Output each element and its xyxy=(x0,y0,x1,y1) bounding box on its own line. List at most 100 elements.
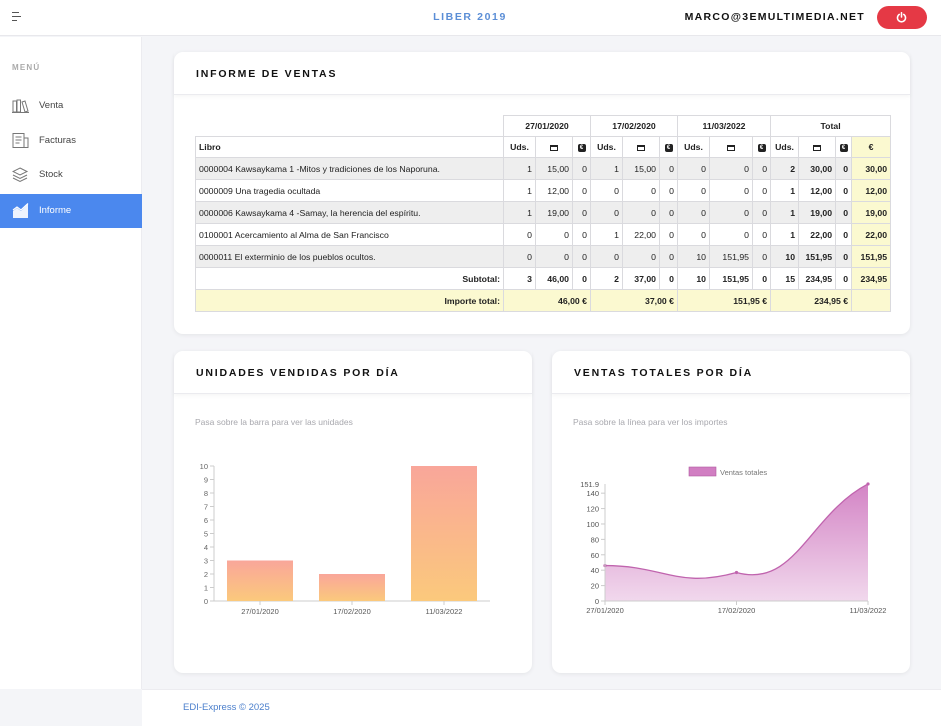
logout-button[interactable] xyxy=(877,6,927,29)
sidebar-item-facturas[interactable]: Facturas xyxy=(0,124,142,158)
total-cell: 151,95 xyxy=(798,245,837,268)
total-cell: 0 xyxy=(835,245,853,268)
value-cell: 1 xyxy=(503,201,536,224)
subtotal-total-cell: 234,95 xyxy=(798,267,837,290)
sales-chart-card: VENTAS TOTALES POR DÍA Pasa sobre la lín… xyxy=(552,351,910,673)
card-header: VENTAS TOTALES POR DÍA xyxy=(552,351,910,394)
y-tick-label: 151.9 xyxy=(580,480,599,489)
bar xyxy=(227,560,293,601)
empty-cell xyxy=(851,289,892,312)
y-tick-label: 0 xyxy=(204,597,208,606)
y-tick-label: 6 xyxy=(204,516,208,525)
value-cell: 0 xyxy=(709,157,753,180)
card-header: INFORME DE VENTAS xyxy=(174,52,910,95)
total-cell: 10 xyxy=(770,245,800,268)
units-bar-chart[interactable]: 0 1 2 3 4 5 6 7 8 9 10 27/01/2020 17/02/2020 11/03/20… xyxy=(174,451,532,626)
subtotal-row: Subtotal: 3 46,00 0 2 37,00 0 10 151,95 0 15 234,95… xyxy=(195,267,892,290)
layers-icon xyxy=(12,167,29,183)
sales-area-chart[interactable]: Ventas totales 151.9 0 20 40 60 80 100 120 140 27/… xyxy=(552,459,910,626)
total-cell: 12,00 xyxy=(851,179,892,202)
subtotal-cell: 0 xyxy=(572,267,591,290)
date-header: 27/01/2020 xyxy=(503,115,591,137)
value-cell: 0 xyxy=(659,201,678,224)
subtotal-cell: 2 xyxy=(590,267,623,290)
sidebar-item-label: Facturas xyxy=(39,135,76,146)
subtotal-cell: 0 xyxy=(659,267,678,290)
date-header: 17/02/2020 xyxy=(590,115,678,137)
value-cell: 12,00 xyxy=(535,179,573,202)
y-tick-label: 120 xyxy=(586,505,599,514)
value-cell: 0 xyxy=(535,223,573,246)
value-cell: 0 xyxy=(709,201,753,224)
x-tick-label: 17/02/2020 xyxy=(718,606,756,615)
sidebar-item-informe[interactable]: Informe xyxy=(0,194,142,228)
x-tick-label: 27/01/2020 xyxy=(586,606,624,615)
book-header: Libro xyxy=(195,136,504,158)
subtotal-total-cell: 0 xyxy=(835,267,853,290)
y-tick-label: 10 xyxy=(200,462,208,471)
value-cell: 0 xyxy=(751,201,772,224)
y-tick-label: 2 xyxy=(204,570,208,579)
sales-table: 27/01/2020 17/02/2020 11/03/2022 Total L… xyxy=(195,115,892,312)
card-icon xyxy=(550,144,558,151)
value-cell: 0 xyxy=(677,223,710,246)
value-cell: 151,95 xyxy=(709,245,753,268)
sidebar-item-stock[interactable]: Stock xyxy=(0,158,142,192)
card-icon xyxy=(813,144,822,151)
chart-hint: Pasa sobre la línea para ver los importe… xyxy=(573,417,728,427)
legend-label: Ventas totales xyxy=(720,468,767,477)
total-cell: 0 xyxy=(835,179,853,202)
value-cell: 0 xyxy=(659,179,678,202)
import-total-cell: 151,95 € xyxy=(676,289,772,312)
value-cell: 0 xyxy=(677,179,710,202)
table-header-row: 27/01/2020 17/02/2020 11/03/2022 Total xyxy=(195,115,892,137)
sidebar-item-venta[interactable]: Venta xyxy=(0,89,142,123)
value-cell: 19,00 xyxy=(535,201,573,224)
menu-heading: MENÚ xyxy=(12,63,41,72)
bar xyxy=(411,466,477,601)
value-cell: 0 xyxy=(535,245,573,268)
import-label: Importe total: xyxy=(195,289,504,312)
books-icon xyxy=(12,99,29,113)
value-cell: 0 xyxy=(709,179,753,202)
card-title: UNIDADES VENDIDAS POR DÍA xyxy=(196,367,400,379)
cash-icon: € xyxy=(664,143,673,152)
value-cell: 0 xyxy=(622,179,660,202)
total-cell: 1 xyxy=(770,223,800,246)
total-cell: 22,00 xyxy=(798,223,837,246)
value-cell: 1 xyxy=(590,157,623,180)
total-cell: 0 xyxy=(835,157,853,180)
menu-toggle-icon[interactable] xyxy=(12,12,24,23)
value-cell: 1 xyxy=(503,157,536,180)
card-header: UNIDADES VENDIDAS POR DÍA xyxy=(174,351,532,394)
subtotal-total-cell: 15 xyxy=(770,267,800,290)
import-total-cell: 37,00 € xyxy=(590,289,678,312)
card-icon xyxy=(727,144,735,151)
book-cell: 0000009 Una tragedia ocultada xyxy=(195,179,504,202)
user-email: MARCO@3EMULTIMEDIA.NET xyxy=(684,11,865,23)
units-header: Uds. xyxy=(590,136,623,158)
data-point xyxy=(866,482,870,486)
y-tick-label: 5 xyxy=(204,530,208,539)
x-tick-label: 27/01/2020 xyxy=(241,607,279,616)
table-row: 0100001 Acercamiento al Alma de San Fran… xyxy=(195,223,892,246)
y-tick-label: 0 xyxy=(595,597,599,606)
value-cell: 0 xyxy=(751,157,772,180)
value-cell: 0 xyxy=(622,245,660,268)
value-cell: 0 xyxy=(572,223,591,246)
y-tick-label: 1 xyxy=(204,584,208,593)
x-tick-label: 11/03/2022 xyxy=(426,607,463,616)
value-cell: 0 xyxy=(590,201,623,224)
x-tick-label: 11/03/2022 xyxy=(850,606,887,615)
book-cell: 0100001 Acercamiento al Alma de San Fran… xyxy=(195,223,504,246)
import-total-row: Importe total: 46,00 €37,00 €151,95 €234,… xyxy=(195,289,892,312)
subtotal-cell: 10 xyxy=(677,267,710,290)
y-tick-label: 4 xyxy=(204,543,208,552)
value-cell: 0 xyxy=(659,157,678,180)
table-subheader-row: Libro Uds. € Uds. € Uds. € Uds. € € xyxy=(195,136,892,158)
cash-icon: € xyxy=(577,143,586,152)
total-cell: 2 xyxy=(770,157,800,180)
value-cell: 15,00 xyxy=(622,157,660,180)
subtotal-total-cell: 234,95 xyxy=(851,267,892,290)
y-tick-label: 80 xyxy=(591,535,599,544)
